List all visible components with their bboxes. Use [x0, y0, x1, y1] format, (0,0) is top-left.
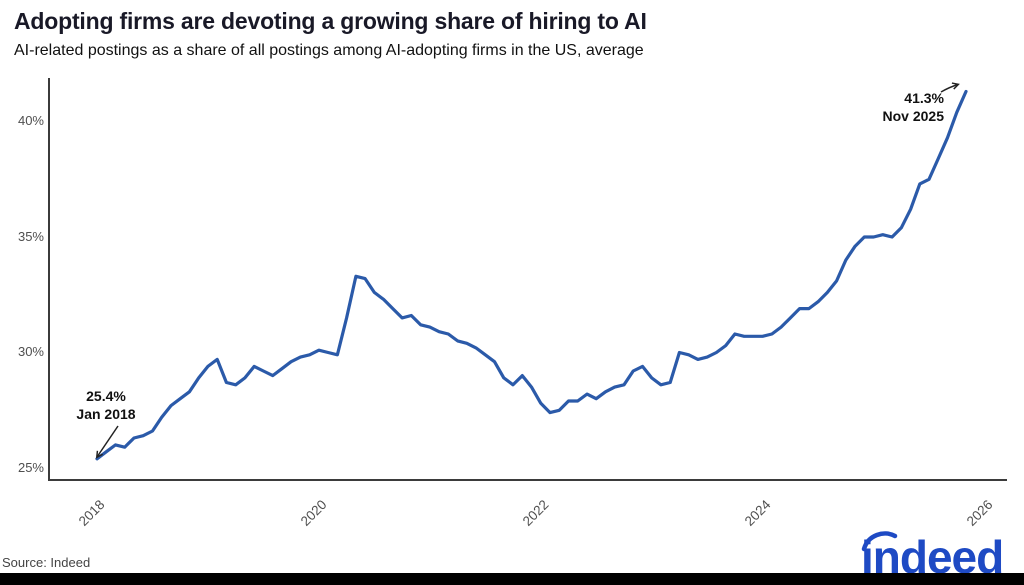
y-axis-label-40: 40%	[17, 113, 44, 128]
page-title: Adopting firms are devoting a growing sh…	[14, 8, 647, 34]
footer-bar	[0, 573, 1024, 585]
end-annotation-arrow	[940, 82, 960, 93]
y-axis-label-35: 35%	[17, 229, 44, 244]
axes	[48, 78, 1007, 481]
page-subtitle: AI-related postings as a share of all po…	[14, 42, 644, 59]
start-annotation: 25.4% Jan 2018	[62, 387, 150, 423]
end-annotation-value: 41.3%	[904, 90, 944, 106]
end-annotation: 41.3% Nov 2025	[858, 89, 944, 125]
y-axis-label-25: 25%	[17, 460, 44, 475]
ai-share-trend-line	[95, 89, 968, 461]
start-annotation-arrow	[95, 425, 119, 459]
indeed-logo-arc-icon	[861, 531, 898, 552]
end-annotation-date: Nov 2025	[882, 108, 944, 124]
source-text: Source: Indeed	[2, 555, 91, 570]
start-annotation-value: 25.4%	[86, 388, 126, 404]
indeed-logo: indeed	[861, 531, 1004, 579]
indeed-logo-wordmark: indeed	[861, 531, 1003, 579]
y-axis-label-30: 30%	[17, 344, 44, 359]
start-annotation-date: Jan 2018	[76, 406, 136, 422]
